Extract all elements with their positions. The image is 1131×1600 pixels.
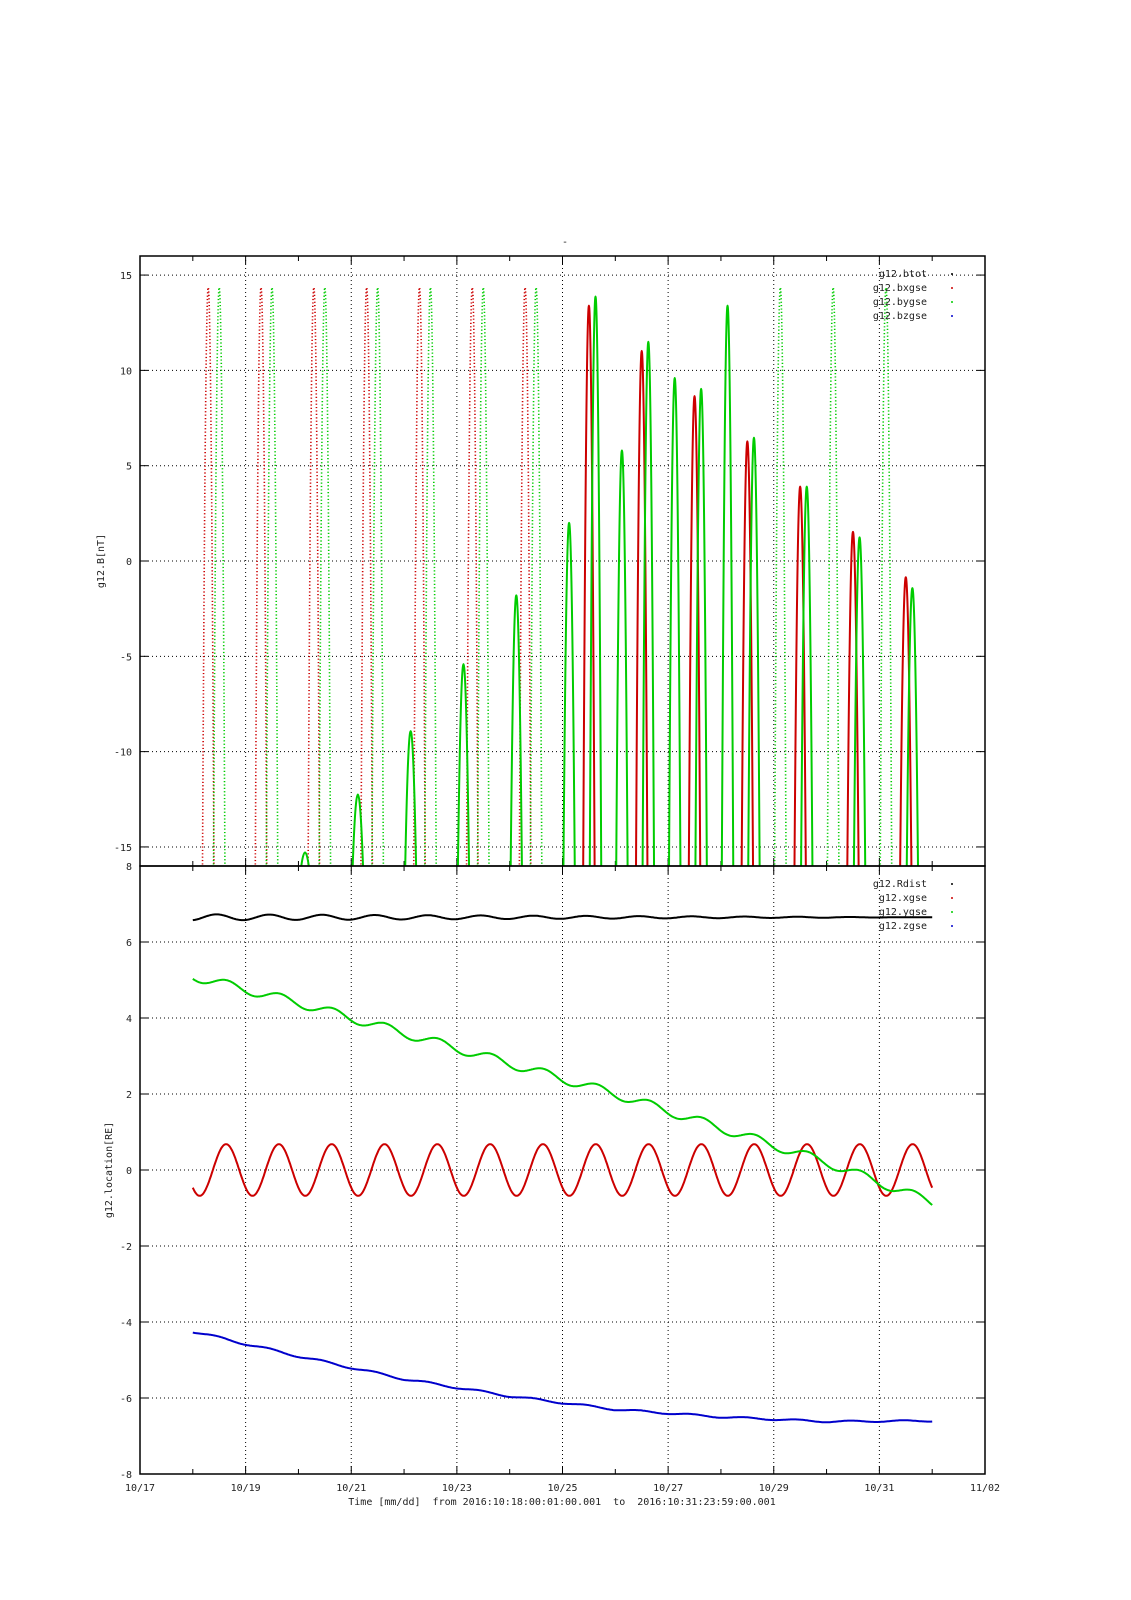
bottom-legend-label: g12.zgse: [879, 921, 927, 932]
top-y-tick-label: 5: [126, 462, 132, 473]
bottom-chart-frame: [139, 865, 986, 1475]
g12-zgse-line: [192, 1331, 933, 1424]
g12-bygse-peak: [694, 388, 708, 866]
g12-bygse-peak: [852, 536, 867, 866]
g12-bygse-peak: [529, 286, 543, 866]
bottom-x-tick-label: 11/02: [970, 1483, 1000, 1494]
g12-Rdist-line: [192, 913, 933, 922]
g12-bygse-peak: [615, 449, 629, 866]
top-chart-legend: g12.btot g12.bxgse g12.bygse g12.bzgse: [873, 269, 953, 322]
bottom-chart-y-axis-label: g12.location[RE]: [104, 1122, 115, 1218]
g12-bxgse-peak: [899, 576, 913, 866]
g12-bygse-peak: [456, 663, 471, 866]
bottom-x-tick-label: 10/17: [125, 1483, 155, 1494]
g12-bygse-peak: [641, 341, 656, 866]
top-chart-series: [201, 286, 919, 866]
g12-bygse-peak: [720, 304, 735, 866]
g12-bygse-peak: [212, 286, 226, 866]
g12-bygse-peak: [800, 486, 814, 866]
bottom-chart-y-ticks: -8 -6 -4 -2 0 2 4 6 8: [120, 862, 985, 1481]
bottom-x-tick-label: 10/19: [231, 1483, 261, 1494]
bottom-legend-marker: [951, 911, 953, 913]
bottom-x-tick-label: 10/25: [547, 1483, 577, 1494]
bottom-y-tick-label: 4: [126, 1014, 132, 1025]
bottom-y-tick-label: 2: [126, 1090, 132, 1101]
bottom-chart-x-ticks: 10/17 10/19 10/21 10/23 10/25 10/27 10/29 10/31…: [125, 1483, 1000, 1494]
top-y-tick-label: 0: [126, 557, 132, 568]
g12-bygse-peak: [318, 286, 332, 866]
g12-bxgse-peak: [740, 440, 755, 866]
bottom-x-tick-label: 10/23: [442, 1483, 472, 1494]
g12-bygse-peak: [826, 286, 840, 866]
bottom-y-tick-label: -2: [120, 1242, 132, 1253]
g12-ygse-line: [192, 978, 933, 1206]
bottom-x-tick-label: 10/27: [653, 1483, 683, 1494]
bottom-x-tick-label: 10/29: [759, 1483, 789, 1494]
figure-top-title: -: [562, 237, 568, 248]
g12-bygse-peak: [423, 286, 437, 866]
top-legend-marker: [951, 273, 953, 275]
bottom-legend-marker: [951, 925, 953, 927]
top-y-tick-label: -5: [120, 652, 132, 663]
bottom-legend-label: g12.xgse: [879, 893, 927, 904]
g12-bygse-peak: [668, 377, 682, 866]
bottom-y-tick-label: -6: [120, 1394, 132, 1405]
g12-bygse-peak: [371, 286, 385, 866]
g12-bygse-peak: [905, 587, 919, 866]
top-chart-y-axis-label: g12.B[nT]: [96, 534, 107, 588]
g12-bygse-peak: [351, 793, 365, 866]
g12-bygse-peak: [476, 286, 490, 866]
g12-bygse-peak: [879, 286, 893, 866]
top-legend-label: g12.bxgse: [873, 283, 927, 294]
g12-bygse-peak: [747, 437, 761, 866]
g12-bxgse-peak: [307, 286, 321, 866]
bottom-chart-legend: g12.Rdist g12.xgse g12.ygse g12.zgse: [873, 879, 953, 932]
top-chart-y-ticks: -15 -10 -5 0 5 10 15: [114, 271, 985, 854]
top-legend-label: g12.bzgse: [873, 311, 927, 322]
g12-bxgse-peak: [687, 395, 702, 866]
g12-bygse-peak: [300, 851, 310, 866]
top-legend-marker: [951, 301, 953, 303]
bottom-y-tick-label: 6: [126, 938, 132, 949]
bottom-y-tick-label: -8: [120, 1470, 132, 1481]
bottom-legend-marker: [951, 897, 953, 899]
bottom-y-tick-label: 0: [126, 1166, 132, 1177]
top-legend-marker: [951, 315, 953, 317]
bottom-y-tick-label: 8: [126, 862, 132, 873]
bottom-legend-label: g12.ygse: [879, 907, 927, 918]
top-legend-marker: [951, 287, 953, 289]
g12-bygse-peak: [562, 521, 576, 866]
g12-bxgse-peak: [846, 531, 860, 866]
g12-bxgse-peak: [254, 286, 268, 866]
top-legend-label: g12.btot: [879, 269, 927, 280]
bottom-legend-label: g12.Rdist: [873, 879, 927, 890]
g12-bygse-peak: [509, 594, 523, 866]
g12-bxgse-peak: [793, 486, 807, 866]
top-y-tick-label: 10: [120, 366, 132, 377]
g12-bxgse-peak: [201, 286, 215, 866]
g12-bygse-peak: [588, 295, 603, 866]
bottom-chart-series: [191, 913, 934, 1424]
top-y-tick-label: -15: [114, 843, 132, 854]
bottom-x-tick-label: 10/21: [336, 1483, 366, 1494]
g12-bxgse-peak: [412, 286, 426, 866]
g12-bxgse-peak: [582, 304, 596, 866]
bottom-y-tick-label: -4: [120, 1318, 132, 1329]
g12-bygse-peak: [773, 286, 787, 866]
g12-bygse-peak: [265, 286, 279, 866]
top-chart: -15 -10 -5 0 5 10 15 g12.B[nT] g12.btot g12.bxg…: [96, 255, 986, 867]
top-y-tick-label: 15: [120, 271, 132, 282]
top-legend-label: g12.bygse: [873, 297, 927, 308]
g12-xgse-line: [191, 1143, 934, 1197]
g12-bxgse-peak: [360, 286, 374, 866]
figure-footer-time-range: Time [mm/dd] from 2016:10:18:00:01:00.00…: [348, 1497, 775, 1508]
top-chart-plot-area: [201, 286, 919, 866]
bottom-x-tick-label: 10/31: [864, 1483, 894, 1494]
g12-bygse-peak: [404, 730, 418, 866]
g12-bxgse-peak: [635, 349, 649, 866]
top-y-tick-label: -10: [114, 748, 132, 759]
bottom-legend-marker: [951, 883, 953, 885]
